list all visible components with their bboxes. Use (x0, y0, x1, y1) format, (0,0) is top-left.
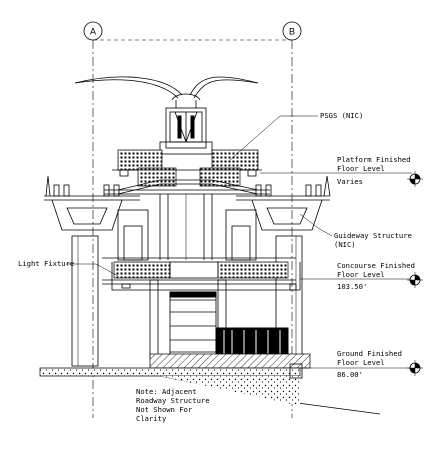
concourse-level-label-2: Floor Level (337, 270, 385, 279)
concourse-level-label-1: Concourse Finished (337, 261, 415, 270)
psgs-label: PSGS (NIC) (320, 111, 363, 120)
note-line-1: Note: Adjacent (136, 387, 197, 396)
stair-block (169, 291, 217, 365)
ground-level-value: 86.00' (337, 370, 363, 379)
note-line-3: Not Shown For (136, 405, 193, 414)
guideway-label-1: Guideway Structure (334, 231, 412, 240)
leader-lines (66, 115, 333, 277)
guideway-label-2: (NIC) (334, 240, 356, 249)
level-marker-ground (300, 360, 423, 376)
central-mast (159, 107, 213, 155)
ground-level-label-2: Floor Level (337, 358, 385, 367)
platform-screen-gates (112, 149, 262, 187)
light-fixture-label: Light Fixture (18, 259, 74, 268)
level-marker-concourse (300, 272, 423, 288)
roadway-note: Note: Adjacent Roadway Structure Not Sho… (136, 387, 210, 423)
ground-slab (39, 353, 381, 415)
roof-canopy (74, 76, 259, 108)
guideway-right (236, 175, 331, 231)
grid-label-a: A (90, 27, 96, 37)
concourse-level (102, 257, 301, 291)
platform-level-value: Varies (337, 177, 363, 186)
ground-level-label-1: Ground Finished (337, 349, 402, 358)
guideway-left (44, 175, 140, 231)
central-core (117, 194, 257, 261)
note-line-4: Clarity (136, 414, 167, 423)
level-marker-platform (260, 171, 423, 187)
concourse-level-value: 103.50' (337, 282, 367, 291)
grid-label-b: B (289, 27, 295, 37)
platform-level-label-1: Platform Finished (337, 155, 411, 164)
note-line-2: Roadway Structure (136, 396, 210, 405)
platform-level-label-2: Floor Level (337, 164, 385, 173)
platform-slab (104, 179, 270, 195)
